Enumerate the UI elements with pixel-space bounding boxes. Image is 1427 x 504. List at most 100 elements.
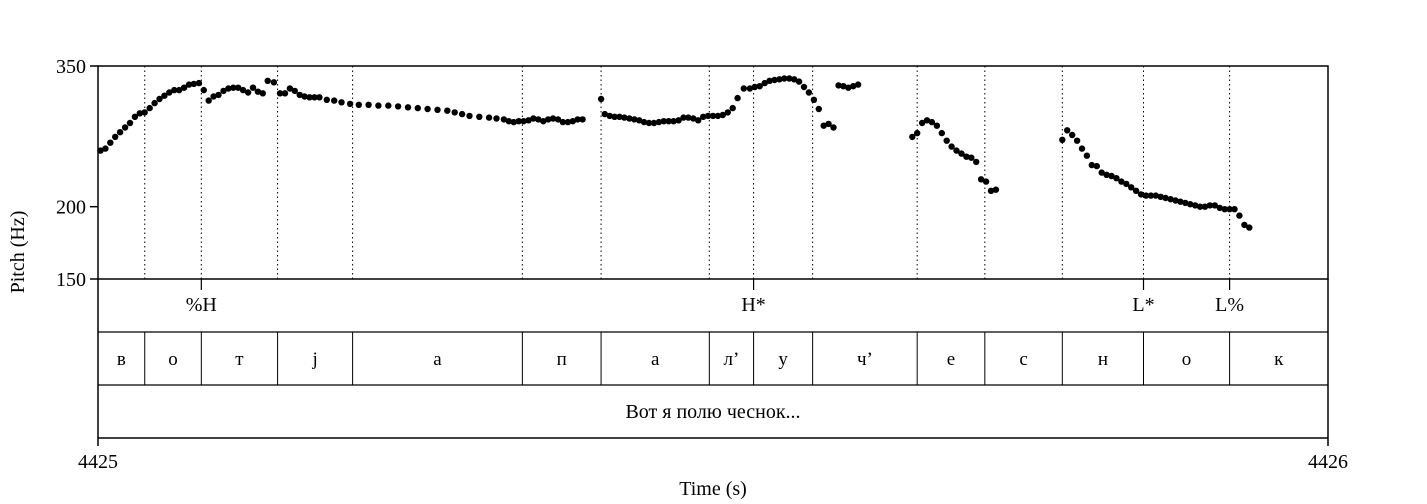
pitch-point xyxy=(210,93,217,100)
pitch-point xyxy=(195,79,203,87)
segment-label: т xyxy=(235,349,244,370)
pitch-point xyxy=(1221,206,1228,213)
pitch-point xyxy=(102,145,109,152)
segment-label: к xyxy=(1274,349,1284,370)
pitch-point xyxy=(316,94,323,101)
pitch-point xyxy=(291,87,298,95)
pitch-point xyxy=(434,106,441,114)
pitch-point xyxy=(254,88,262,95)
pitch-point xyxy=(1108,172,1115,180)
tone-label: L% xyxy=(1215,294,1244,316)
pitch-point xyxy=(771,76,778,84)
pitch-point xyxy=(963,153,970,160)
segment-label: а xyxy=(651,349,660,370)
utterance-tier: Вот я полю чеснок... xyxy=(625,401,800,423)
pitch-point xyxy=(346,100,354,108)
pitch-point xyxy=(640,118,648,126)
pitch-point xyxy=(621,114,628,121)
pitch-point xyxy=(281,90,289,97)
pitch-point xyxy=(850,83,857,90)
pitch-point xyxy=(746,85,754,92)
pitch-point xyxy=(729,104,736,112)
pitch-point xyxy=(112,133,119,141)
pitch-point xyxy=(740,85,747,92)
pitch-point xyxy=(151,99,158,107)
pitch-point xyxy=(795,78,803,85)
pitch-point xyxy=(1152,192,1160,199)
segment-label: п xyxy=(557,349,567,370)
pitch-point xyxy=(675,117,682,124)
pitch-point xyxy=(458,110,466,118)
pitch-point xyxy=(180,84,188,91)
pitch-point xyxy=(171,86,178,94)
pitch-point xyxy=(525,117,532,124)
pitch-point xyxy=(1093,162,1101,170)
pitch-point xyxy=(306,94,313,101)
pitch-point xyxy=(992,186,1000,193)
pitch-point xyxy=(126,119,134,127)
pitch-point xyxy=(493,115,500,122)
pitch-point xyxy=(1246,224,1253,231)
pitch-point xyxy=(810,96,818,104)
pitch-point xyxy=(1167,196,1174,203)
pitch-point xyxy=(505,118,512,125)
pitch-point xyxy=(1226,206,1233,213)
pitch-point xyxy=(301,93,308,100)
pitch-point xyxy=(690,115,697,122)
pitch-point xyxy=(655,118,663,126)
tone-label: H* xyxy=(741,294,765,316)
pitch-point xyxy=(205,97,212,104)
pitch-point xyxy=(958,150,965,157)
segment-label: j xyxy=(311,349,317,370)
pitch-point xyxy=(161,92,168,99)
y-axis-ticks: 150 200 350 xyxy=(56,56,98,291)
pitch-point xyxy=(914,129,921,137)
pitch-point xyxy=(1211,202,1219,209)
pitch-point xyxy=(107,139,114,146)
pitch-point xyxy=(973,158,980,166)
pitch-point xyxy=(761,79,768,87)
pitch-point xyxy=(909,133,916,141)
pitch-point xyxy=(500,116,508,123)
pitch-point xyxy=(1078,145,1086,152)
pitch-point xyxy=(466,112,473,120)
pitch-point xyxy=(331,97,338,104)
segment-labels: в о т j а п а л’ у ч’ е с н о к xyxy=(117,332,1284,385)
pitch-point xyxy=(820,122,827,129)
segment-label: е xyxy=(947,349,955,370)
pitch-point xyxy=(1088,161,1096,169)
pitch-point xyxy=(259,90,266,97)
pitch-point xyxy=(953,147,960,154)
x-tick-label-start: 4425 xyxy=(78,451,118,473)
pitch-point xyxy=(1083,152,1091,159)
pitch-point xyxy=(1147,192,1155,199)
pitch-point xyxy=(574,116,581,123)
pitch-point xyxy=(166,89,173,96)
pitch-point xyxy=(938,129,945,137)
pitch-points xyxy=(97,75,1253,231)
pitch-point xyxy=(1216,204,1224,212)
pitch-point xyxy=(235,84,242,91)
pitch-point xyxy=(244,89,252,96)
pitch-point xyxy=(987,187,995,194)
pitch-point xyxy=(636,117,643,124)
pitch-point xyxy=(385,102,392,109)
pitch-point xyxy=(695,117,702,124)
pitch-point xyxy=(451,109,458,116)
pitch-point xyxy=(540,118,547,125)
pitch-point xyxy=(569,118,576,125)
pitch-plot-frame xyxy=(97,65,1329,280)
pitch-point xyxy=(680,114,687,121)
pitch-point xyxy=(286,85,294,92)
pitch-point xyxy=(1103,171,1110,178)
pitch-point xyxy=(665,118,672,125)
pitch-point xyxy=(1206,202,1214,209)
tone-label: L* xyxy=(1132,294,1154,316)
pitch-point xyxy=(724,109,731,116)
pitch-point xyxy=(766,77,773,85)
pitch-point xyxy=(597,95,605,103)
pitch-point xyxy=(815,105,822,113)
pitch-point xyxy=(977,176,985,183)
y-tick-label-350: 350 xyxy=(56,56,86,78)
pitch-point xyxy=(1172,197,1179,204)
